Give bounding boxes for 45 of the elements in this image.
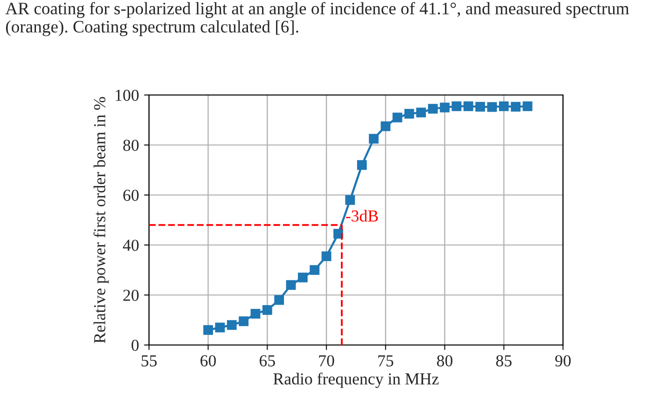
- x-tick-label: 65: [260, 355, 275, 366]
- y-tick-label: 80: [123, 140, 139, 151]
- y-tick-label: 0: [132, 340, 139, 351]
- y-axis-title: Relative power first order beam in %: [93, 97, 109, 344]
- x-tick-label: 70: [319, 355, 334, 366]
- point: [322, 251, 332, 262]
- x-tick-label: 55: [142, 355, 157, 366]
- point: [274, 295, 284, 305]
- point: [345, 195, 355, 205]
- ref-line-label: -3dB: [346, 210, 378, 222]
- x-tick-label: 90: [555, 355, 571, 366]
- point: [262, 305, 272, 315]
- y-tick-label: 40: [122, 240, 139, 251]
- point: [357, 160, 367, 170]
- point: [310, 265, 320, 275]
- point: [380, 121, 390, 132]
- x-tick-label: 75: [378, 355, 394, 366]
- point: [298, 272, 308, 282]
- y-tick-label: 100: [116, 90, 139, 101]
- point: [464, 101, 474, 112]
- point: [498, 101, 509, 112]
- point: [510, 102, 521, 112]
- point: [203, 325, 214, 335]
- point: [226, 320, 237, 330]
- point: [368, 134, 379, 144]
- point: [440, 102, 450, 112]
- x-axis-title: Radio frequency in MHz: [273, 372, 439, 388]
- point: [286, 280, 296, 290]
- point: [392, 112, 402, 122]
- x-tick-label: 85: [496, 355, 512, 366]
- point: [428, 104, 438, 114]
- text: AR coating for s-polarized light at an angle of incidence of 41.1°, and measured spectrum (orange). Coating spectrum calculated [6].: [5, 2, 630, 36]
- point: [250, 308, 260, 319]
- point: [522, 101, 532, 112]
- y-tick-label: 60: [123, 190, 139, 201]
- point: [238, 316, 248, 326]
- x-tick-label: 60: [200, 355, 216, 366]
- point: [487, 102, 497, 112]
- point: [416, 108, 426, 118]
- point: [215, 322, 225, 332]
- y-tick-label: 20: [123, 290, 139, 301]
- x-tick-label: 80: [437, 355, 452, 366]
- point: [404, 108, 414, 119]
- point: [452, 101, 462, 112]
- point: [475, 102, 486, 112]
